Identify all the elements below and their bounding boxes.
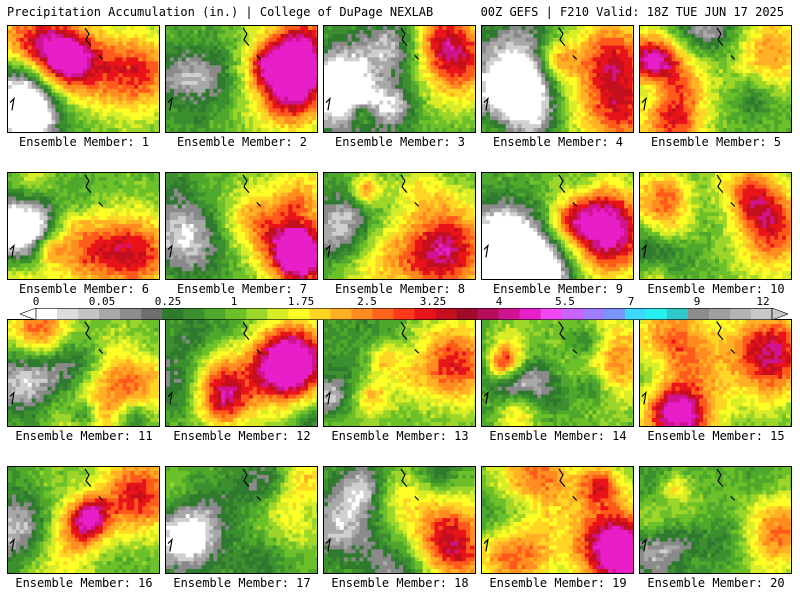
ensemble-member-map bbox=[323, 319, 476, 427]
colorbar-segment bbox=[729, 308, 752, 320]
ensemble-member-map bbox=[481, 25, 634, 133]
colorbar-segment bbox=[267, 308, 289, 320]
ensemble-member-label: Ensemble Member: 19 bbox=[478, 576, 638, 590]
colorbar-segment bbox=[225, 308, 247, 320]
colorbar-segment bbox=[183, 308, 205, 320]
ensemble-member-label: Ensemble Member: 4 bbox=[478, 135, 638, 149]
colorbar-segment bbox=[645, 308, 668, 320]
ensemble-member-map bbox=[7, 319, 160, 427]
colorbar-segment bbox=[540, 308, 563, 320]
colorbar-segment bbox=[708, 308, 731, 320]
colorbar-segment bbox=[330, 308, 352, 320]
colorbar-segment bbox=[498, 308, 520, 320]
ensemble-member-label: Ensemble Member: 16 bbox=[4, 576, 164, 590]
colorbar-segment bbox=[603, 308, 626, 320]
ensemble-member-map bbox=[7, 466, 160, 574]
colorbar-tick-label: 7 bbox=[628, 295, 635, 308]
colorbar-segment bbox=[477, 308, 499, 320]
colorbar-segment bbox=[687, 308, 710, 320]
colorbar-right-arrow bbox=[771, 308, 788, 320]
ensemble-member-label: Ensemble Member: 10 bbox=[636, 282, 796, 296]
colorbar-segment bbox=[204, 308, 226, 320]
colorbar-tick-label: 1.75 bbox=[288, 295, 315, 308]
ensemble-member-label: Ensemble Member: 13 bbox=[320, 429, 480, 443]
colorbar-tick-label: 0 bbox=[33, 295, 40, 308]
ensemble-member-map bbox=[639, 172, 792, 280]
colorbar-tick-label: 0.25 bbox=[155, 295, 182, 308]
ensemble-member-map bbox=[165, 319, 318, 427]
ensemble-member-map bbox=[165, 25, 318, 133]
colorbar-segment bbox=[36, 308, 58, 320]
colorbar-segment bbox=[162, 308, 184, 320]
colorbar-segment bbox=[666, 308, 689, 320]
colorbar-segment bbox=[561, 308, 584, 320]
ensemble-member-label: Ensemble Member: 3 bbox=[320, 135, 480, 149]
ensemble-member-label: Ensemble Member: 15 bbox=[636, 429, 796, 443]
ensemble-member-label: Ensemble Member: 17 bbox=[162, 576, 322, 590]
colorbar-segment bbox=[414, 308, 436, 320]
colorbar-segment bbox=[99, 308, 121, 320]
precipitation-colorbar bbox=[20, 308, 788, 320]
colorbar-tick-label: 9 bbox=[694, 295, 701, 308]
colorbar-tick-label: 12 bbox=[756, 295, 769, 308]
colorbar-segment bbox=[78, 308, 100, 320]
ensemble-member-map bbox=[165, 466, 318, 574]
colorbar-left-arrow bbox=[20, 308, 37, 320]
colorbar-segment bbox=[309, 308, 331, 320]
ensemble-member-label: Ensemble Member: 7 bbox=[162, 282, 322, 296]
ensemble-member-label: Ensemble Member: 5 bbox=[636, 135, 796, 149]
ensemble-member-map bbox=[323, 172, 476, 280]
colorbar-segment bbox=[120, 308, 142, 320]
ensemble-member-map bbox=[7, 172, 160, 280]
ensemble-member-map bbox=[323, 466, 476, 574]
colorbar-segment bbox=[57, 308, 79, 320]
ensemble-member-map bbox=[7, 25, 160, 133]
ensemble-member-map bbox=[639, 25, 792, 133]
colorbar-tick-label: 4 bbox=[496, 295, 503, 308]
colorbar-segment bbox=[750, 308, 773, 320]
colorbar-segment bbox=[393, 308, 415, 320]
ensemble-member-label: Ensemble Member: 11 bbox=[4, 429, 164, 443]
ensemble-member-map bbox=[165, 172, 318, 280]
colorbar-segment bbox=[141, 308, 163, 320]
colorbar-tick-label: 3.25 bbox=[420, 295, 447, 308]
colorbar-segment bbox=[456, 308, 478, 320]
colorbar-segment bbox=[246, 308, 268, 320]
colorbar-segment bbox=[582, 308, 605, 320]
ensemble-member-label: Ensemble Member: 20 bbox=[636, 576, 796, 590]
colorbar-segment bbox=[624, 308, 647, 320]
ensemble-member-label: Ensemble Member: 2 bbox=[162, 135, 322, 149]
colorbar-segment bbox=[288, 308, 310, 320]
colorbar-tick-label: 0.05 bbox=[89, 295, 116, 308]
header-valid-time: 00Z GEFS | F210 Valid: 18Z TUE JUN 17 20… bbox=[481, 5, 784, 19]
colorbar-segment bbox=[435, 308, 457, 320]
ensemble-member-label: Ensemble Member: 12 bbox=[162, 429, 322, 443]
ensemble-member-map bbox=[323, 25, 476, 133]
ensemble-member-label: Ensemble Member: 9 bbox=[478, 282, 638, 296]
ensemble-member-map bbox=[481, 319, 634, 427]
colorbar-segment bbox=[519, 308, 541, 320]
ensemble-member-label: Ensemble Member: 8 bbox=[320, 282, 480, 296]
colorbar-tick-label: 5.5 bbox=[555, 295, 575, 308]
colorbar-segment bbox=[351, 308, 373, 320]
ensemble-member-label: Ensemble Member: 14 bbox=[478, 429, 638, 443]
colorbar-tick-label: 1 bbox=[231, 295, 238, 308]
header-title: Precipitation Accumulation (in.) | Colle… bbox=[7, 5, 433, 19]
colorbar-segment bbox=[372, 308, 394, 320]
ensemble-member-map bbox=[639, 319, 792, 427]
ensemble-member-label: Ensemble Member: 6 bbox=[4, 282, 164, 296]
ensemble-member-map bbox=[639, 466, 792, 574]
ensemble-member-map bbox=[481, 172, 634, 280]
colorbar-tick-label: 2.5 bbox=[357, 295, 377, 308]
ensemble-member-label: Ensemble Member: 1 bbox=[4, 135, 164, 149]
ensemble-member-map bbox=[481, 466, 634, 574]
ensemble-member-label: Ensemble Member: 18 bbox=[320, 576, 480, 590]
